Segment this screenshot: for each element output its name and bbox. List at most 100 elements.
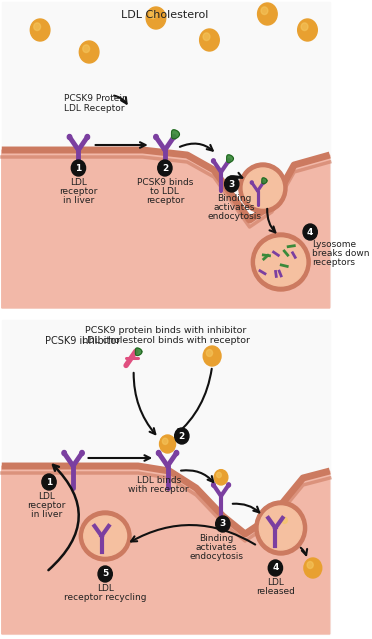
- Circle shape: [62, 450, 66, 456]
- Circle shape: [301, 23, 308, 31]
- Text: receptor: receptor: [59, 187, 97, 196]
- Circle shape: [257, 3, 277, 25]
- Circle shape: [304, 558, 322, 578]
- Ellipse shape: [256, 238, 306, 286]
- Text: PCSK9 Protein: PCSK9 Protein: [64, 93, 128, 102]
- Text: LDL: LDL: [267, 578, 284, 587]
- Text: 2: 2: [179, 431, 185, 440]
- Text: LDL Cholesterol: LDL Cholesterol: [121, 10, 209, 20]
- Circle shape: [216, 516, 230, 532]
- Circle shape: [217, 472, 221, 478]
- Polygon shape: [171, 130, 179, 139]
- Polygon shape: [262, 178, 267, 184]
- Circle shape: [83, 45, 90, 52]
- Text: 5: 5: [102, 569, 108, 578]
- Text: 4: 4: [272, 564, 279, 573]
- Text: Lysosome: Lysosome: [312, 240, 356, 249]
- Ellipse shape: [255, 501, 307, 555]
- Text: in liver: in liver: [31, 510, 62, 519]
- Text: LDL Receptor: LDL Receptor: [64, 104, 125, 112]
- Text: LDL cholesterol binds with receptor: LDL cholesterol binds with receptor: [82, 336, 250, 345]
- Circle shape: [150, 11, 157, 19]
- Circle shape: [42, 474, 56, 490]
- Circle shape: [156, 450, 161, 456]
- Text: 1: 1: [46, 477, 52, 486]
- Circle shape: [268, 560, 282, 576]
- Bar: [2, 2, 330, 306]
- Ellipse shape: [259, 506, 302, 550]
- Text: PCSK9 binds: PCSK9 binds: [137, 178, 193, 187]
- Text: PCSK9 inhibitor: PCSK9 inhibitor: [45, 336, 120, 346]
- Ellipse shape: [84, 516, 126, 556]
- Circle shape: [279, 514, 295, 532]
- Text: activates: activates: [214, 203, 255, 212]
- Text: receptor recycling: receptor recycling: [64, 593, 147, 602]
- Ellipse shape: [79, 511, 131, 561]
- Circle shape: [98, 566, 112, 582]
- Circle shape: [203, 346, 221, 366]
- Circle shape: [174, 450, 179, 456]
- Text: PCSK9 protein binds with inhibitor: PCSK9 protein binds with inhibitor: [85, 326, 247, 335]
- Text: released: released: [256, 587, 295, 596]
- Bar: [2, 320, 330, 634]
- Circle shape: [160, 435, 176, 453]
- Text: breaks down: breaks down: [312, 249, 369, 258]
- Text: to LDL: to LDL: [150, 187, 179, 196]
- Polygon shape: [2, 150, 330, 308]
- Circle shape: [214, 470, 228, 485]
- Circle shape: [250, 181, 253, 184]
- Circle shape: [67, 134, 72, 139]
- Circle shape: [162, 438, 168, 445]
- Circle shape: [200, 29, 219, 51]
- Circle shape: [225, 176, 239, 192]
- Circle shape: [203, 33, 210, 40]
- Ellipse shape: [239, 163, 287, 213]
- Polygon shape: [135, 348, 142, 355]
- Ellipse shape: [251, 233, 310, 291]
- Circle shape: [171, 134, 176, 139]
- Text: activates: activates: [196, 543, 237, 552]
- Text: 4: 4: [307, 227, 313, 236]
- Text: with receptor: with receptor: [128, 485, 189, 494]
- Text: receptor: receptor: [146, 196, 184, 205]
- Circle shape: [262, 181, 265, 184]
- Text: in liver: in liver: [63, 196, 94, 205]
- Circle shape: [146, 7, 166, 29]
- Circle shape: [212, 159, 215, 163]
- Circle shape: [303, 224, 317, 240]
- Circle shape: [206, 350, 212, 357]
- Circle shape: [85, 134, 90, 139]
- Text: LDL binds: LDL binds: [137, 476, 181, 485]
- Text: LDL: LDL: [70, 178, 87, 187]
- Circle shape: [154, 134, 158, 139]
- Circle shape: [175, 428, 189, 444]
- Polygon shape: [2, 466, 330, 634]
- Text: 1: 1: [75, 164, 81, 173]
- Text: 3: 3: [229, 180, 235, 189]
- Text: endocytosis: endocytosis: [190, 552, 244, 561]
- Text: Binding: Binding: [217, 194, 251, 203]
- Ellipse shape: [243, 168, 282, 208]
- Circle shape: [34, 23, 41, 31]
- Circle shape: [261, 7, 268, 15]
- Circle shape: [212, 483, 215, 487]
- Circle shape: [158, 160, 172, 176]
- Circle shape: [80, 450, 84, 456]
- Text: receptors: receptors: [312, 258, 355, 267]
- Circle shape: [307, 562, 313, 569]
- Text: LDL: LDL: [38, 492, 55, 501]
- Text: Binding: Binding: [199, 534, 234, 543]
- Circle shape: [298, 19, 317, 41]
- Text: 3: 3: [220, 520, 226, 528]
- Text: endocytosis: endocytosis: [208, 212, 262, 221]
- Text: receptor: receptor: [27, 501, 65, 510]
- Text: LDL: LDL: [97, 584, 113, 593]
- Polygon shape: [227, 155, 233, 162]
- Text: 2: 2: [162, 164, 168, 173]
- Circle shape: [30, 19, 50, 41]
- Circle shape: [282, 517, 288, 523]
- Circle shape: [227, 483, 231, 487]
- Circle shape: [227, 159, 231, 163]
- Circle shape: [71, 160, 86, 176]
- Circle shape: [79, 41, 99, 63]
